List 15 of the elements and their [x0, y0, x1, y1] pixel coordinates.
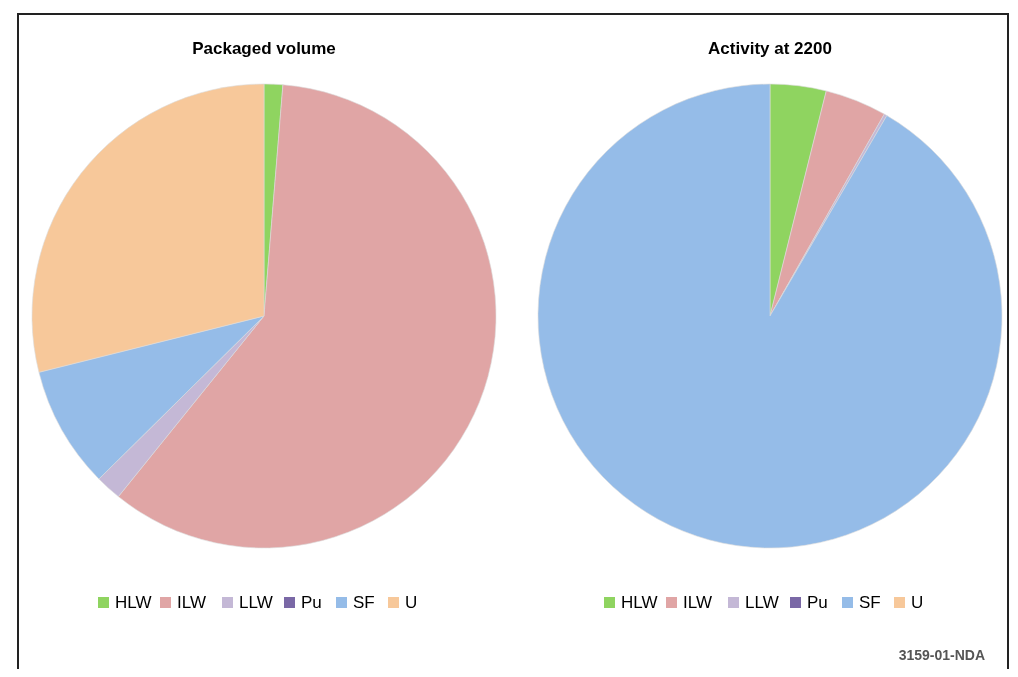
legend-label: U: [405, 593, 418, 612]
legend-label: SF: [353, 593, 375, 612]
legend-label: SF: [859, 593, 881, 612]
legend-label: Pu: [301, 593, 322, 612]
chart-title: Packaged volume: [192, 39, 336, 58]
legend-label: HLW: [621, 593, 658, 612]
chart-title: Activity at 2200: [708, 39, 832, 58]
legend-label: ILW: [683, 593, 712, 612]
legend-label: Pu: [807, 593, 828, 612]
legend-label: LLW: [239, 593, 273, 612]
legend-label: U: [911, 593, 924, 612]
text: 3159-01-NDA: [898, 647, 985, 663]
legend-label: ILW: [177, 593, 206, 612]
legend-label: HLW: [115, 593, 152, 612]
legend-label: LLW: [745, 593, 779, 612]
